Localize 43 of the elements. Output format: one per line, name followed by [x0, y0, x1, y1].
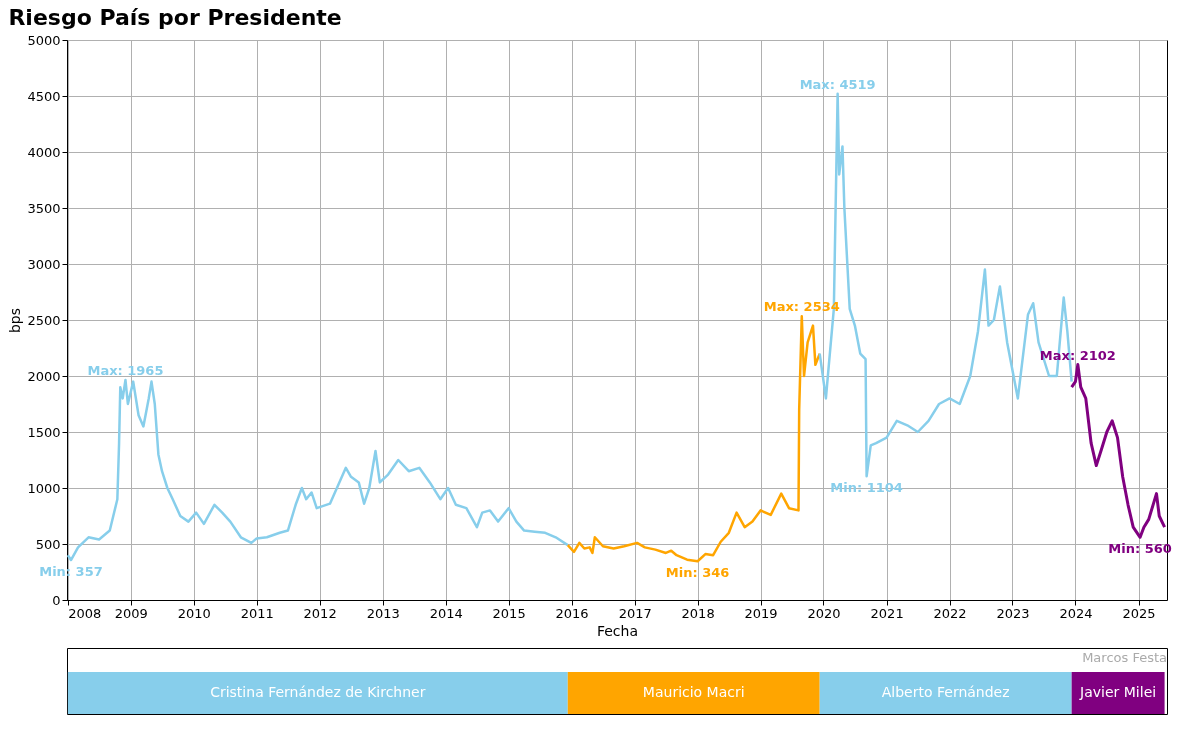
- x-tick-label: 2024: [1059, 605, 1093, 621]
- x-tick-label: 2009: [114, 605, 148, 621]
- x-tick-label: 2013: [366, 605, 400, 621]
- text: Mauricio Macri: [642, 684, 745, 700]
- x-tick-label: 2008: [68, 605, 102, 621]
- x-tick-label: 2016: [555, 605, 589, 621]
- y-tick-label: 5000: [27, 32, 61, 48]
- x-tick-label: 2012: [303, 605, 337, 621]
- x-tick-label: 2021: [870, 605, 904, 621]
- y-tick-label: 500: [35, 536, 61, 552]
- x-axis-title: Fecha: [596, 622, 639, 639]
- x-tick-label: 2022: [933, 605, 967, 621]
- y-tick-label: 4000: [27, 144, 61, 160]
- x-tick-label: 2015: [492, 605, 526, 621]
- line-series: [67, 378, 570, 562]
- line-series: [1070, 363, 1167, 539]
- y-tick-label: 0: [52, 592, 61, 608]
- annotation: Min: 346: [665, 565, 730, 581]
- annotation: Max: 2534: [763, 299, 840, 315]
- y-tick-label: 1000: [27, 480, 61, 496]
- x-tick-label: 2023: [996, 605, 1030, 621]
- y-tick-label: 1500: [27, 424, 61, 440]
- text: Cristina Fernández de Kirchner: [210, 684, 426, 700]
- text: Marcos Festa: [1082, 650, 1167, 665]
- y-axis-title: bps: [7, 307, 24, 334]
- x-tick-label: 2010: [177, 605, 211, 621]
- y-tick-label: 2500: [27, 312, 61, 328]
- y-tick-label: 4500: [27, 88, 61, 104]
- x-tick-label: 2017: [618, 605, 652, 621]
- text: Alberto Fernández: [881, 684, 1010, 700]
- x-tick-label: 2019: [744, 605, 778, 621]
- x-tick-label: 2014: [429, 605, 463, 621]
- annotation: Max: 2102: [1039, 347, 1116, 363]
- chart-title: Riesgo País por Presidente: [8, 4, 342, 30]
- x-tick-label: 2020: [807, 605, 841, 621]
- x-tick-label: 2011: [240, 605, 274, 621]
- x-tick-label: 2025: [1122, 605, 1156, 621]
- line-series: [566, 314, 821, 563]
- y-tick-label: 3000: [27, 256, 61, 272]
- y-tick-label: 3500: [27, 200, 61, 216]
- x-tick-label: 2018: [681, 605, 715, 621]
- y-tick-label: 2000: [27, 368, 61, 384]
- text: Javier Milei: [1079, 684, 1157, 700]
